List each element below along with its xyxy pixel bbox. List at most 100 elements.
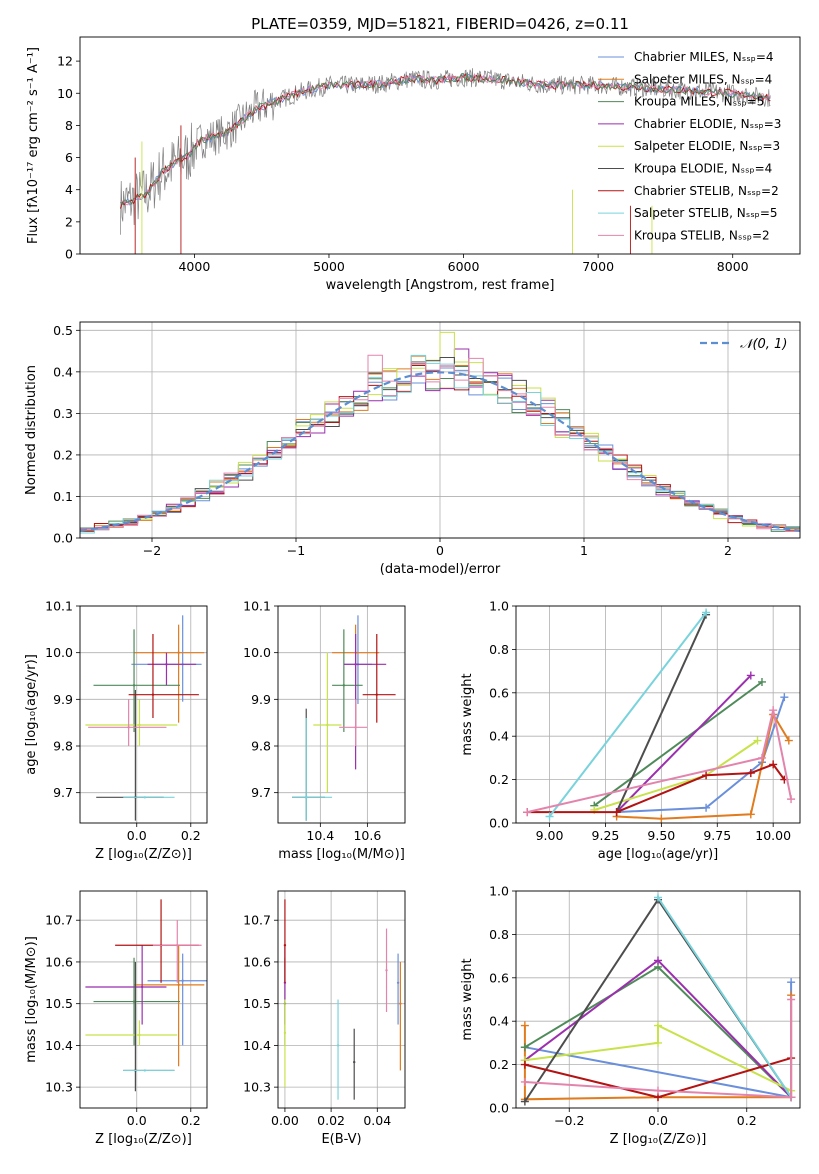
- data-point: [132, 684, 136, 687]
- weight-marker: [784, 736, 793, 745]
- y-tick-label: 0.0: [53, 531, 73, 546]
- x-tick-label: 10.00: [755, 828, 791, 843]
- data-point: [342, 684, 346, 687]
- legend-label: Chabrier MILES, Nₛₛₚ=4: [634, 50, 774, 64]
- x-tick-label: 9.25: [592, 828, 620, 843]
- axes-massweight-vs-age: 9.00 9.25 9.50 9.75 10.00 0.0 0.2 0.4 0.6 0.8 1.0 a…: [460, 599, 800, 862]
- weight-marker: [787, 795, 796, 804]
- axes-frame: [79, 36, 801, 255]
- y-tick-label: 10.1: [45, 599, 73, 614]
- data-point: [353, 1060, 356, 1064]
- y-tick-label: 0.0: [489, 1101, 509, 1116]
- legend-label: Salpeter MILES, Nₛₛₚ=4: [634, 72, 772, 86]
- weight-marker: [654, 956, 662, 965]
- weight-marker: [780, 693, 789, 702]
- weight-marker: [787, 978, 796, 987]
- axes-mass-vs-EBV: 0.00 0.02 0.04 10.3 10.4 10.5 10.6 10.7 E(B-V): [243, 891, 405, 1147]
- y-tick-label: 10.6: [45, 954, 73, 969]
- weight-marker: [746, 769, 755, 778]
- weight-marker: [769, 706, 778, 715]
- weight-marker: [520, 1060, 529, 1069]
- plot-area-mass-vs-EBV: [283, 899, 402, 1100]
- plot-area-residuals: [80, 331, 800, 534]
- weight-marker: [520, 1097, 529, 1106]
- data-point: [177, 983, 180, 987]
- observed-spectrum-line: [120, 68, 771, 235]
- y-tick-label: 0.8: [489, 642, 509, 657]
- x-tick-label: −2: [143, 543, 161, 558]
- plot-area-massweight-vs-age: [523, 608, 796, 823]
- y-tick-label: 10.3: [243, 1080, 271, 1095]
- y-tick-label: 0.2: [53, 447, 73, 462]
- y-tick-label: 0.0: [489, 816, 509, 831]
- y-tick-label: 10.6: [243, 954, 271, 969]
- y-tick-label: 4: [65, 182, 73, 197]
- y-tick-label: 9.9: [53, 692, 73, 707]
- y-axis-label: age [log₁₀(age/yr)]: [24, 654, 39, 775]
- y-tick-label: 1.0: [489, 599, 509, 614]
- data-point: [143, 1069, 147, 1072]
- weight-series-line: [524, 999, 793, 1099]
- weight-marker: [520, 1021, 529, 1030]
- y-tick-label: 6: [65, 150, 73, 165]
- legend-label: Salpeter STELIB, Nₛₛₚ=5: [634, 206, 778, 220]
- data-point: [177, 651, 180, 654]
- weight-series-line: [615, 674, 752, 813]
- data-point: [354, 726, 357, 729]
- histogram-step-line: [80, 357, 800, 532]
- x-tick-label: 9.50: [647, 828, 675, 843]
- axes-residuals: −2 −1 0 1 2 0.0 0.1 0.2 0.3 0.4 0.5 (data-model)/er…: [24, 322, 800, 577]
- y-tick-label: 0.4: [53, 364, 73, 379]
- plot-area-age-vs-Z: [85, 615, 205, 821]
- legend: Chabrier MILES, Nₛₛₚ=4 Salpeter MILES, Nₛ…: [598, 50, 781, 242]
- axes-frame: [277, 605, 406, 824]
- y-tick-label: 10.7: [243, 913, 271, 928]
- data-point: [305, 796, 308, 799]
- x-tick-label: 0.0: [648, 1113, 668, 1128]
- y-axis-label: mass weight: [460, 673, 475, 755]
- weight-marker: [702, 803, 711, 812]
- weight-series-line: [593, 681, 763, 807]
- y-tick-label: 0.3: [53, 406, 73, 421]
- data-point: [132, 1000, 136, 1003]
- legend-label: Kroupa ELODIE, Nₛₛₚ=4: [634, 162, 772, 176]
- x-axis-label: E(B-V): [321, 1132, 361, 1147]
- weight-marker: [657, 814, 666, 823]
- y-tick-label: 0.6: [489, 685, 509, 700]
- axes-mass-vs-Z: 0.0 0.2 10.3 10.4 10.5 10.6 10.7 Z [log₁₀(Z/Z⊙)…: [24, 891, 207, 1147]
- weight-marker: [654, 1086, 662, 1095]
- model-spectrum-line: [119, 72, 771, 209]
- y-tick-label: 0.1: [53, 489, 73, 504]
- x-tick-label: 0.2: [181, 1113, 201, 1128]
- weight-marker: [654, 1038, 662, 1047]
- data-point: [138, 723, 141, 727]
- weight-marker: [753, 736, 762, 745]
- x-tick-label: 9.75: [703, 828, 731, 843]
- weight-series-line: [524, 1023, 792, 1092]
- y-tick-label: 0.4: [489, 1014, 509, 1029]
- data-point: [143, 796, 147, 799]
- weight-series-line: [657, 896, 792, 1098]
- x-tick-label: 1: [580, 543, 588, 558]
- y-tick-label: 0.4: [489, 729, 509, 744]
- x-tick-label: 0.2: [181, 828, 201, 843]
- data-point: [375, 693, 378, 696]
- legend-label: 𝒩(0, 1): [740, 337, 787, 352]
- data-point: [336, 1044, 340, 1047]
- plot-area-massweight-vs-Z: [520, 893, 796, 1106]
- y-tick-label: 0: [65, 247, 73, 262]
- y-tick-label: 9.9: [251, 692, 271, 707]
- x-tick-label: −1: [287, 543, 305, 558]
- axes-frame: [515, 890, 801, 1109]
- y-tick-label: 0.5: [53, 323, 73, 338]
- data-point: [140, 985, 144, 989]
- x-axis-label: Z [log₁₀(Z/Z⊙)]: [95, 1132, 192, 1147]
- x-tick-label: 0.02: [317, 1113, 345, 1128]
- y-tick-label: 10.0: [243, 645, 271, 660]
- x-tick-label: 0.00: [271, 1113, 299, 1128]
- weight-marker: [746, 671, 755, 680]
- x-tick-label: 4000: [178, 259, 210, 274]
- weight-series-line: [526, 709, 793, 814]
